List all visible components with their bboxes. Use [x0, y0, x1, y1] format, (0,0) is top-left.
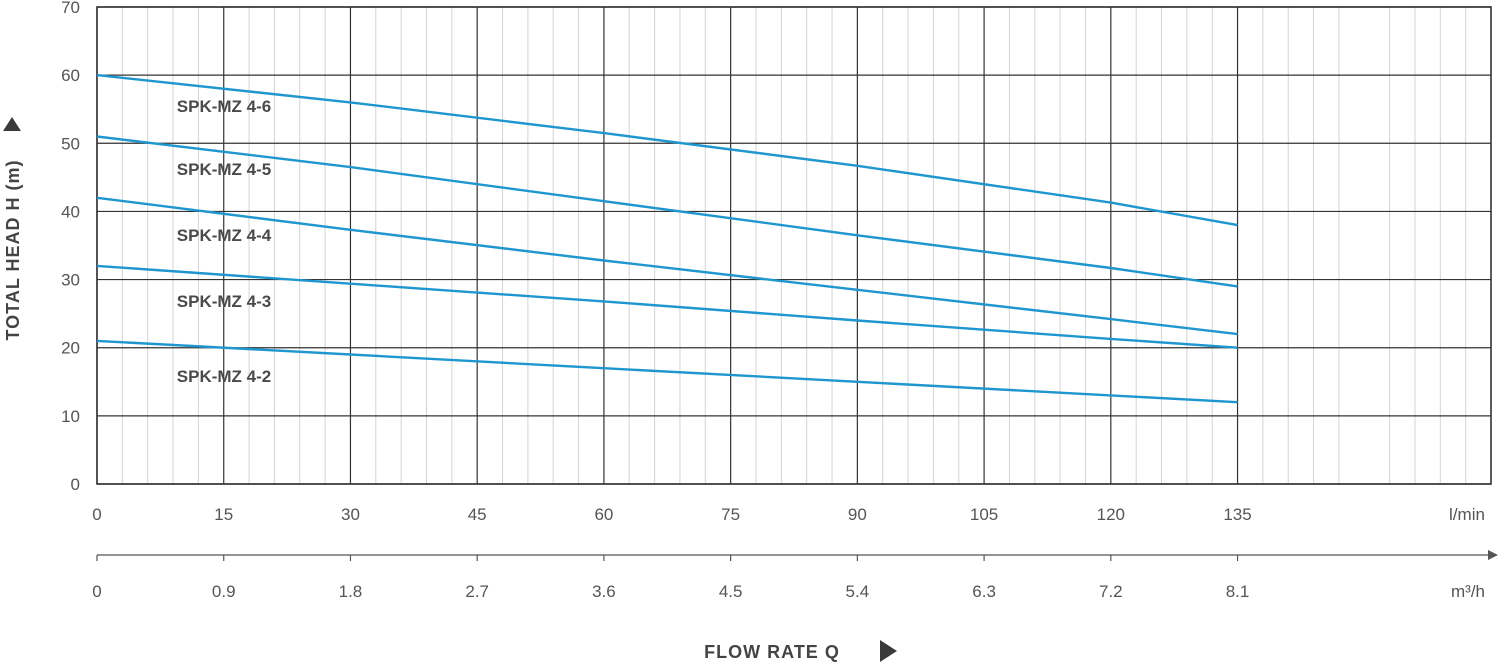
y-tick-label: 0: [71, 475, 80, 494]
x-axis-title: FLOW RATE Q: [704, 642, 840, 662]
x-unit-secondary: m³/h: [1451, 582, 1485, 601]
x2-tick-label: 3.6: [592, 582, 616, 601]
x2-tick-label: 2.7: [465, 582, 489, 601]
series-line: [96, 135, 1238, 288]
x2-tick-label: 1.8: [339, 582, 363, 601]
x-tick-label: 90: [848, 505, 867, 524]
y-axis-title: TOTAL HEAD H (m): [3, 160, 23, 341]
x-tick-label: 0: [92, 505, 101, 524]
minor-grid: [121, 7, 1467, 484]
x-axis-title-arrow: [880, 640, 897, 662]
y-tick-labels: 0 10 20 30 40 50 60 70: [61, 0, 80, 494]
x-tick-label: 135: [1223, 505, 1251, 524]
x2-tick-label: 6.3: [972, 582, 996, 601]
x2-tick-label: 8.1: [1226, 582, 1250, 601]
plot-frame: [96, 6, 1492, 485]
x-tick-label: 60: [594, 505, 613, 524]
major-grid: [96, 6, 1492, 485]
series-labels: SPK-MZ 4-6 SPK-MZ 4-5 SPK-MZ 4-4 SPK-MZ 4-3…: [177, 97, 272, 386]
x-unit-primary: l/min: [1449, 505, 1485, 524]
series-line: [96, 73, 1238, 227]
x-tick-label: 30: [341, 505, 360, 524]
x-tick-label: 105: [970, 505, 998, 524]
series-label: SPK-MZ 4-5: [177, 160, 271, 179]
series-label: SPK-MZ 4-2: [177, 367, 271, 386]
x2-tick-label: 7.2: [1099, 582, 1123, 601]
series-line: [96, 196, 1238, 336]
x-tick-label: 75: [721, 505, 740, 524]
x2-tick-label: 0: [92, 582, 101, 601]
series-label: SPK-MZ 4-3: [177, 292, 271, 311]
x2-tick-label: 0.9: [212, 582, 236, 601]
y-tick-label: 70: [61, 0, 80, 17]
secondary-axis-arrow: [1488, 550, 1498, 560]
performance-curves: [96, 73, 1238, 404]
x2-tick-label: 5.4: [846, 582, 870, 601]
series-line: [96, 339, 1238, 404]
x2-tick-label: 4.5: [719, 582, 743, 601]
y-tick-label: 10: [61, 407, 80, 426]
y-tick-label: 20: [61, 339, 80, 358]
x-tick-labels-m3h: 0 0.9 1.8 2.7 3.6 4.5 5.4 6.3 7.2 8.1: [92, 582, 1249, 601]
series-label: SPK-MZ 4-6: [177, 97, 271, 116]
y-tick-label: 30: [61, 271, 80, 290]
x-tick-labels-lmin: 0 15 30 45 60 75 90 105 120 135: [92, 505, 1251, 524]
series-line: [96, 264, 1238, 349]
secondary-x-axis: [96, 550, 1498, 561]
series-label: SPK-MZ 4-4: [177, 226, 272, 245]
y-axis-title-arrow: [3, 117, 21, 131]
x-tick-label: 15: [214, 505, 233, 524]
y-tick-label: 60: [61, 66, 80, 85]
y-tick-label: 40: [61, 202, 80, 221]
x-tick-label: 120: [1097, 505, 1125, 524]
y-tick-label: 50: [61, 134, 80, 153]
x-tick-label: 45: [468, 505, 487, 524]
